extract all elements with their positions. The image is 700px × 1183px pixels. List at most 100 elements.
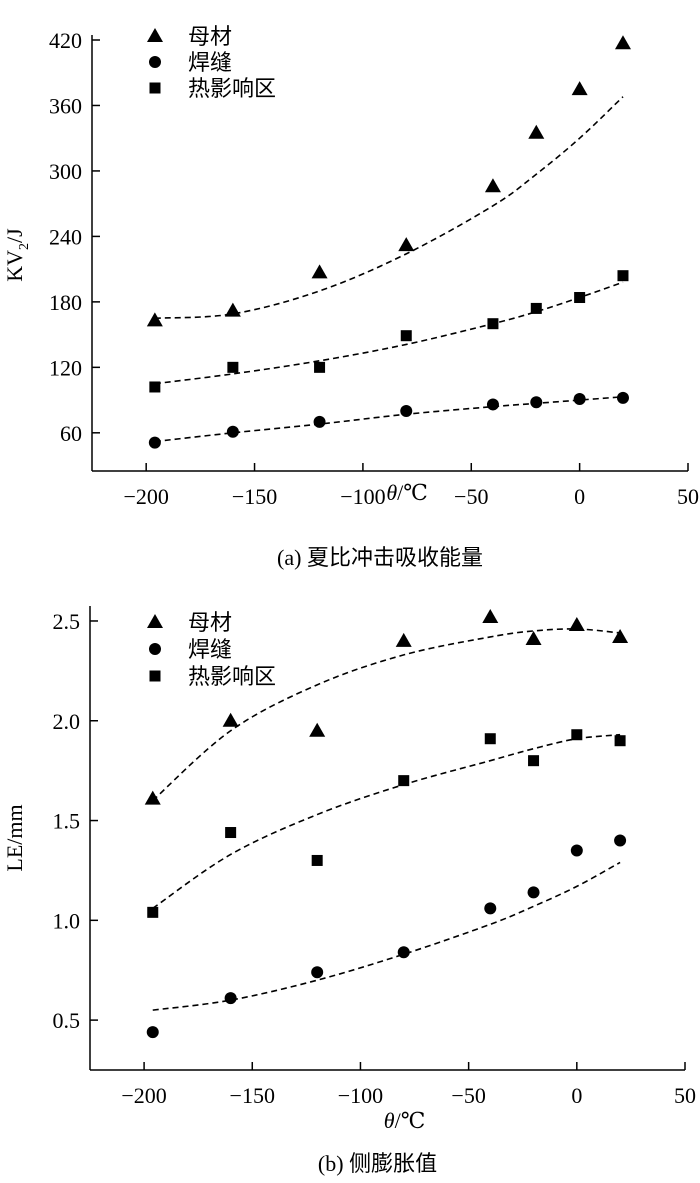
x-tick-label: −200 [123,484,168,509]
x-tick-label: 0 [571,1083,582,1108]
x-tick-label: −100 [340,484,385,509]
x-axis-label-variable: θ [386,480,397,505]
x-tick-label: 50 [677,484,699,509]
y-tick-label: 1.0 [53,908,81,933]
y-tick-label: 1.5 [53,809,81,834]
legend-marker-circle [149,56,161,68]
data-point-square [314,361,326,373]
data-point-triangle [309,722,326,737]
data-point-square [227,361,239,373]
data-point-circle [313,415,326,428]
data-point-square [487,318,499,330]
y-tick-label: 120 [49,355,82,380]
data-point-triangle [224,302,241,317]
legend-marker-circle [149,643,161,655]
data-point-triangle [528,124,545,139]
data-point-circle [400,404,413,417]
x-axis-label: θ/℃ [384,1108,426,1133]
data-point-circle [226,425,239,438]
legend-label: 热影响区 [188,665,276,690]
data-point-square [528,755,540,767]
legend-marker-triangle [147,28,163,42]
legend-label: 母材 [188,611,232,636]
y-tick-label: 0.5 [53,1008,81,1033]
data-point-circle [570,844,583,857]
x-tick-label: −150 [232,484,277,509]
y-tick-label: 180 [49,290,82,315]
x-tick-label: 50 [674,1083,696,1108]
y-axis-label-subscript: 2 [17,243,32,250]
y-tick-label: 2.0 [53,709,81,734]
legend-marker-triangle [147,614,163,628]
data-point-square [617,270,629,282]
panel-caption: (b) 侧膨胀值 [318,1151,437,1176]
x-axis-label-variable: θ [384,1108,395,1133]
legend-label: 焊缝 [188,51,232,76]
data-point-square [149,381,161,393]
data-point-square [484,733,496,745]
data-point-square [311,854,323,866]
y-axis-label-main: KV [2,250,27,282]
fit-curve-square [152,733,621,910]
data-point-circle [486,398,499,411]
x-tick-label: −200 [121,1083,166,1108]
data-point-square [530,302,542,314]
data-point-square [571,729,583,741]
data-point-square [614,735,626,747]
data-point-square [400,330,412,342]
x-axis-label-unit: /℃ [395,1108,426,1133]
x-tick-label: −50 [451,1083,485,1108]
data-point-circle [484,902,497,915]
y-tick-label: 60 [60,421,82,446]
x-tick-label: −150 [230,1083,275,1108]
legend-label: 焊缝 [188,638,232,663]
data-point-circle [616,391,629,404]
data-point-triangle [571,81,588,96]
y-tick-label: 360 [49,93,82,118]
data-point-circle [146,1026,159,1039]
data-point-triangle [614,35,631,50]
fit-curve-circle [152,861,621,1011]
panel-caption: (a) 夏比冲击吸收能量 [277,545,483,570]
data-point-triangle [146,312,163,327]
legend-label: 热影响区 [188,77,276,102]
legend-marker-square [149,82,161,94]
data-point-circle [311,966,324,979]
data-point-circle [527,886,540,899]
data-point-triangle [222,712,239,727]
data-point-square [398,775,410,787]
y-tick-label: 300 [49,159,82,184]
data-point-circle [148,436,161,449]
y-tick-label: 420 [49,28,82,53]
data-point-triangle [612,628,629,643]
x-tick-label: −100 [338,1083,383,1108]
data-point-circle [224,992,237,1005]
y-tick-label: 2.5 [53,609,81,634]
data-point-circle [614,834,627,847]
data-point-square [574,292,586,304]
fit-curve-triangle [154,96,624,320]
data-point-triangle [482,608,499,623]
data-point-circle [573,392,586,405]
legend-marker-square [149,670,161,682]
x-axis-label: θ/℃ [386,480,428,505]
panel-a-charpy-energy: −200 −150 −100 −50 0 5060120180240300360420θ/… [2,25,699,570]
data-point-circle [530,396,543,409]
panel-b-lateral-expansion: −200 −150 −100 −50 0 50 0.5 1.0 1.5 2.0 2.5 θ/℃ LE/m… [2,606,696,1176]
data-point-triangle [311,264,328,279]
x-tick-label: −50 [454,484,488,509]
data-point-triangle [484,178,501,193]
data-point-triangle [525,630,542,645]
y-axis-label-unit: /J [2,228,27,243]
y-axis-label-main: LE/mm [2,804,27,871]
fit-curve-circle [154,396,624,443]
legend-label: 母材 [188,25,232,50]
y-tick-label: 240 [49,224,82,249]
data-point-triangle [144,790,161,805]
y-axis-label: LE/mm [2,804,27,871]
x-tick-label: 0 [574,484,585,509]
data-point-triangle [395,632,412,647]
data-point-triangle [398,237,415,252]
y-axis-label: KV2/J [2,228,32,282]
